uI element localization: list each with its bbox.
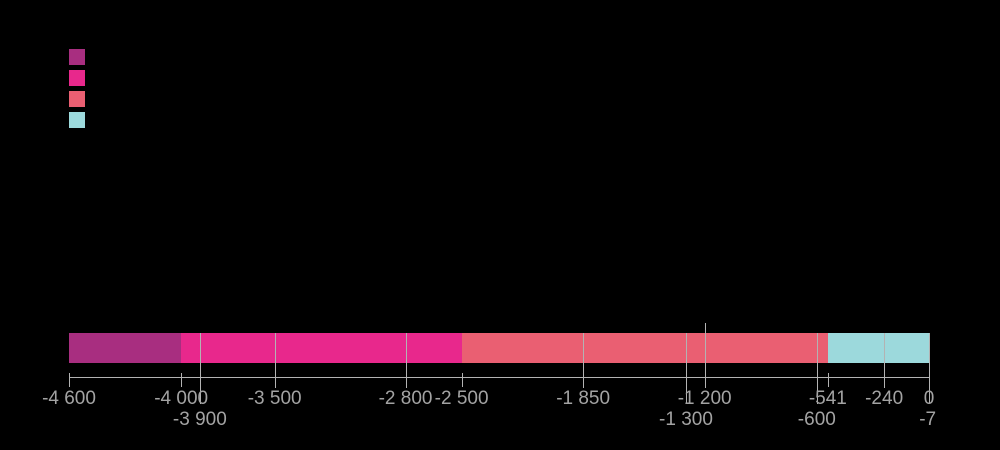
tick-line	[199, 333, 201, 404]
tick-label: -2 500	[434, 388, 489, 409]
tick-line	[583, 333, 585, 388]
legend-swatch-1	[69, 49, 85, 65]
tick-label: -4 000	[154, 388, 209, 409]
tick-label: -3 900	[172, 409, 227, 430]
tick-line	[461, 373, 463, 387]
tick-line	[685, 333, 687, 404]
tick-label: -240	[865, 388, 904, 409]
tick-line	[929, 333, 930, 403]
bar-segment	[827, 333, 929, 363]
tick-label: -2 800	[378, 388, 433, 409]
tick-line	[274, 333, 276, 388]
bar-segment	[69, 333, 182, 363]
tick-label: -1 300	[659, 409, 713, 430]
tick-line	[827, 373, 829, 387]
tick-line	[884, 333, 886, 388]
legend-swatch-3	[69, 91, 85, 107]
tick-line	[405, 333, 407, 388]
tick-label: -1 850	[556, 388, 611, 409]
tick-line	[181, 373, 183, 387]
tick-label: -3 500	[247, 388, 302, 409]
bar-segment	[461, 333, 828, 363]
bar-segment	[181, 333, 462, 363]
x-axis-line	[69, 377, 929, 378]
tick-label: -541	[808, 388, 847, 409]
tick-line	[69, 373, 70, 387]
tick-label: -1 200	[677, 388, 732, 409]
legend-swatch-4	[69, 112, 85, 128]
tick-label: -7	[919, 409, 937, 430]
legend-swatch-2	[69, 70, 85, 86]
tick-label: -4 600	[42, 388, 96, 409]
tick-line	[704, 323, 706, 388]
tick-label: 0	[923, 388, 935, 409]
tick-line	[816, 333, 818, 404]
tick-label: -600	[797, 409, 836, 430]
